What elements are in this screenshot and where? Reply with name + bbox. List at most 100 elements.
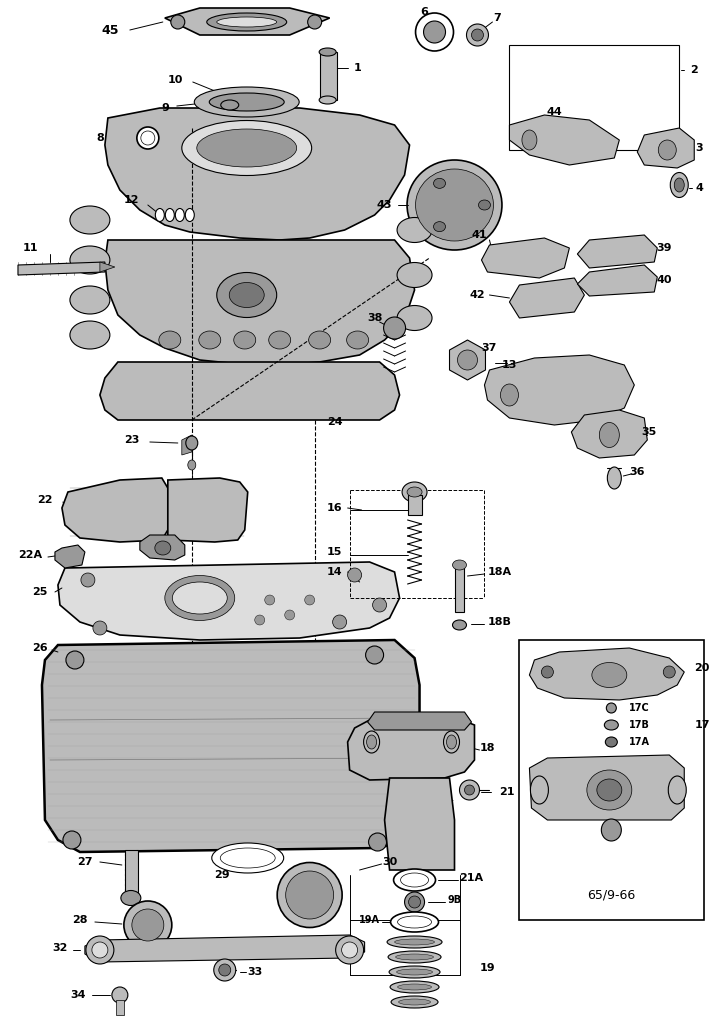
Text: 7: 7 (493, 13, 501, 23)
Polygon shape (116, 1000, 124, 1015)
Ellipse shape (124, 901, 172, 949)
Ellipse shape (387, 936, 442, 948)
Ellipse shape (363, 731, 380, 753)
Ellipse shape (70, 246, 110, 274)
Ellipse shape (70, 286, 110, 314)
Text: 36: 36 (630, 467, 645, 477)
Polygon shape (485, 355, 634, 425)
Ellipse shape (308, 15, 321, 29)
Ellipse shape (453, 620, 466, 630)
Polygon shape (571, 410, 648, 458)
Text: 33: 33 (248, 967, 263, 977)
Ellipse shape (285, 610, 295, 620)
Text: 2: 2 (690, 65, 698, 75)
Ellipse shape (405, 892, 425, 912)
Ellipse shape (478, 200, 491, 210)
Ellipse shape (286, 871, 333, 919)
Ellipse shape (541, 666, 553, 678)
Ellipse shape (66, 651, 84, 669)
Ellipse shape (265, 595, 275, 605)
Text: 32: 32 (52, 943, 68, 953)
Ellipse shape (305, 595, 315, 605)
Text: 18: 18 (480, 743, 496, 753)
Polygon shape (348, 715, 475, 780)
Ellipse shape (171, 15, 185, 29)
Ellipse shape (366, 735, 376, 749)
Polygon shape (455, 568, 465, 612)
Ellipse shape (391, 996, 438, 1008)
Ellipse shape (397, 305, 432, 331)
Ellipse shape (446, 735, 456, 749)
Text: 44: 44 (546, 106, 562, 117)
Ellipse shape (389, 966, 440, 978)
Text: 3: 3 (695, 143, 703, 153)
Text: 14: 14 (327, 567, 343, 577)
Ellipse shape (658, 140, 676, 160)
Ellipse shape (207, 13, 287, 31)
Polygon shape (638, 128, 694, 168)
Ellipse shape (674, 178, 684, 193)
Ellipse shape (383, 317, 406, 339)
Text: 40: 40 (657, 275, 672, 285)
Ellipse shape (220, 848, 275, 868)
Ellipse shape (458, 350, 478, 370)
Ellipse shape (194, 87, 299, 117)
Ellipse shape (373, 598, 386, 612)
Text: 24: 24 (327, 417, 343, 427)
Polygon shape (529, 755, 684, 820)
Ellipse shape (186, 436, 198, 450)
Polygon shape (578, 265, 658, 296)
Ellipse shape (92, 942, 108, 958)
Ellipse shape (346, 331, 368, 349)
Ellipse shape (172, 582, 227, 614)
Ellipse shape (213, 959, 236, 981)
Ellipse shape (70, 206, 110, 234)
Ellipse shape (407, 487, 422, 497)
Ellipse shape (443, 731, 460, 753)
Ellipse shape (433, 221, 446, 231)
Text: 25: 25 (32, 587, 48, 597)
Text: 19A: 19A (358, 915, 380, 925)
Polygon shape (105, 108, 410, 240)
Text: 9: 9 (161, 103, 169, 113)
Text: 11: 11 (22, 243, 38, 253)
Text: 28: 28 (72, 915, 88, 925)
Ellipse shape (217, 272, 277, 317)
Ellipse shape (93, 621, 107, 635)
Ellipse shape (268, 331, 291, 349)
Polygon shape (165, 8, 330, 35)
Text: 41: 41 (472, 230, 487, 240)
Text: 21A: 21A (460, 873, 483, 883)
Ellipse shape (156, 209, 164, 221)
Polygon shape (450, 340, 486, 380)
Ellipse shape (212, 843, 283, 873)
Polygon shape (62, 478, 168, 542)
Ellipse shape (132, 909, 164, 941)
Ellipse shape (165, 575, 235, 621)
Text: 10: 10 (168, 75, 183, 85)
Ellipse shape (233, 331, 256, 349)
Ellipse shape (341, 942, 358, 958)
Ellipse shape (606, 703, 616, 713)
Text: 45: 45 (101, 24, 119, 37)
Polygon shape (385, 778, 455, 870)
Polygon shape (320, 52, 336, 100)
Ellipse shape (587, 770, 632, 810)
Ellipse shape (416, 169, 493, 241)
Polygon shape (100, 262, 115, 272)
Ellipse shape (398, 999, 431, 1005)
Text: 21: 21 (500, 787, 515, 797)
Ellipse shape (336, 936, 363, 964)
Text: 17B: 17B (629, 720, 650, 730)
Ellipse shape (333, 615, 346, 629)
Ellipse shape (308, 331, 331, 349)
Ellipse shape (155, 541, 171, 555)
Ellipse shape (86, 936, 114, 964)
Text: 15: 15 (327, 547, 342, 557)
Ellipse shape (396, 969, 433, 975)
Text: 42: 42 (470, 290, 486, 300)
Text: 29: 29 (214, 870, 230, 880)
Ellipse shape (397, 217, 432, 243)
Ellipse shape (112, 987, 128, 1002)
Ellipse shape (522, 130, 537, 150)
